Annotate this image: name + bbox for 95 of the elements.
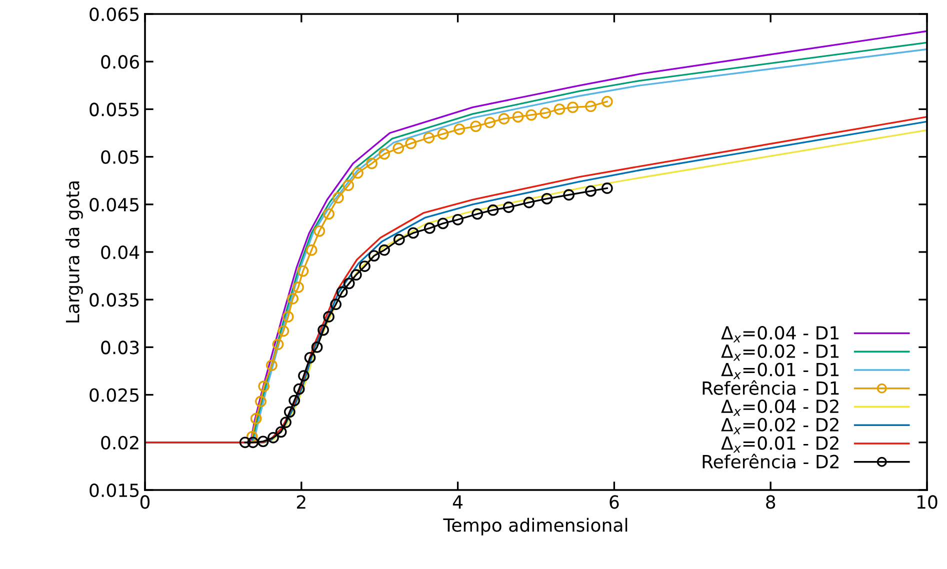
point	[268, 432, 279, 444]
point	[255, 396, 266, 408]
point	[554, 104, 566, 115]
point	[272, 338, 284, 350]
point	[304, 352, 316, 364]
x-tick-label: 0	[140, 495, 150, 509]
point	[523, 196, 535, 208]
point	[314, 225, 326, 237]
point	[318, 324, 329, 336]
point	[359, 260, 370, 272]
point	[297, 265, 309, 277]
y-tick-label: 0.045	[90, 198, 139, 212]
x-tick-label: 10	[917, 495, 938, 509]
point	[278, 325, 290, 337]
point	[378, 148, 390, 160]
point	[437, 128, 449, 140]
y-tick-label: 0.04	[101, 245, 140, 260]
point	[454, 123, 466, 135]
point	[336, 286, 348, 298]
point	[498, 113, 510, 124]
legend-label: Δ$_{x}$=0.01 - D2	[721, 436, 838, 453]
legend-label: Δ$_{x}$=0.02 - D1	[721, 344, 839, 361]
point	[280, 416, 292, 428]
point	[487, 204, 499, 216]
point	[423, 132, 435, 144]
point	[567, 102, 578, 113]
x-axis-title: Tempo adimensional	[443, 518, 628, 536]
x-tick-label: 8	[766, 495, 776, 509]
point	[257, 436, 269, 448]
point	[540, 107, 552, 119]
point	[292, 282, 304, 293]
legend-label: Δ$_{x}$=0.04 - D2	[721, 400, 838, 416]
point	[408, 227, 419, 239]
point	[306, 244, 318, 256]
y-tick-label: 0.055	[90, 102, 139, 116]
legend-label: Δ$_{x}$=0.04 - D1	[721, 326, 839, 342]
point	[437, 218, 449, 230]
x-tick-label: 4	[452, 495, 463, 509]
point	[284, 406, 296, 418]
point	[502, 202, 514, 213]
x-tick-label: 6	[610, 495, 619, 509]
y-tick-label: 0.05	[101, 150, 139, 164]
point	[368, 250, 380, 262]
legend-label: Referência - D1	[702, 380, 839, 395]
point	[405, 138, 417, 150]
point	[288, 394, 300, 406]
y-tick-label: 0.025	[90, 388, 139, 402]
point	[287, 292, 298, 304]
point	[378, 244, 390, 256]
point	[250, 412, 262, 424]
point	[311, 342, 323, 353]
point	[601, 182, 613, 194]
point	[323, 311, 334, 322]
point	[298, 370, 310, 382]
point	[247, 436, 259, 448]
y-tick-label: 0.03	[101, 340, 139, 354]
point	[258, 380, 270, 392]
y-tick-label: 0.06	[101, 55, 139, 69]
point	[323, 208, 334, 220]
point	[470, 120, 482, 132]
point	[392, 142, 404, 154]
point	[512, 111, 524, 123]
legend-label: Δ$_{x}$=0.01 - D1	[721, 362, 839, 380]
point	[585, 185, 596, 197]
point	[526, 109, 538, 121]
legend-label: Referência - D2	[702, 454, 839, 468]
point	[330, 298, 342, 310]
point	[293, 383, 305, 395]
y-tick-label: 0.065	[90, 7, 139, 22]
point	[332, 192, 344, 204]
point	[472, 208, 484, 220]
point	[275, 426, 287, 438]
point	[342, 180, 354, 192]
point	[452, 214, 464, 226]
point	[393, 234, 405, 246]
point	[350, 269, 362, 281]
point	[366, 158, 378, 170]
point	[424, 222, 436, 234]
point	[246, 430, 258, 442]
point	[563, 189, 575, 201]
y-tick-label: 0.035	[90, 293, 139, 307]
point	[282, 311, 294, 322]
point	[601, 96, 613, 108]
point	[585, 100, 596, 112]
y-axis-title: Largura da gota	[65, 182, 83, 322]
point	[541, 192, 553, 204]
point	[484, 116, 496, 128]
point	[239, 436, 251, 448]
point	[343, 278, 355, 290]
y-tick-label: 0.02	[101, 436, 138, 450]
point	[352, 167, 364, 179]
y-tick-label: 0.015	[90, 483, 139, 498]
point	[266, 360, 278, 371]
x-tick-label: 2	[296, 495, 306, 509]
legend-label: Δ$_{x}$=0.02 - D2	[721, 418, 838, 434]
